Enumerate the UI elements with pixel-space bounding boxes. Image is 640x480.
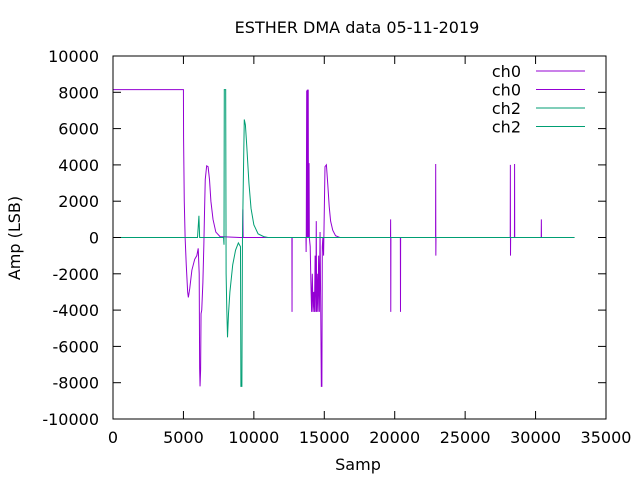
x-axis: 0 5000 10000 15000 20000 25000 30000 35000 [108,56,632,447]
y-tick-label: 8000 [58,83,99,102]
x-tick-label: 20000 [369,428,420,447]
y-axis: -10000 -8000 -6000 -4000 -2000 0 2000 4000 6000 8… [42,47,606,429]
chart-title: ESTHER DMA data 05-11-2019 [235,18,480,37]
y-tick-label: -10000 [42,410,99,429]
x-axis-label: Samp [335,455,381,474]
y-tick-label: -6000 [53,337,100,356]
legend-label: ch2 [492,118,521,137]
y-tick-label: 2000 [58,192,99,211]
x-tick-label: 30000 [510,428,561,447]
x-tick-label: 0 [108,428,118,447]
legend-label: ch0 [492,62,521,81]
y-tick-label: -2000 [53,265,100,284]
y-tick-label: 6000 [58,120,99,139]
x-tick-label: 10000 [228,428,279,447]
plot-series [113,89,575,387]
y-tick-label: 10000 [48,47,99,66]
legend-label: ch0 [492,81,521,100]
y-tick-label: 4000 [58,156,99,175]
y-tick-label: 0 [89,229,99,248]
y-tick-label: -8000 [53,374,100,393]
x-tick-label: 35000 [581,428,632,447]
x-tick-label: 5000 [163,428,204,447]
legend-label: ch2 [492,99,521,118]
x-tick-label: 15000 [299,428,350,447]
series-line-ch0-0 [113,89,575,387]
y-axis-label: Amp (LSB) [5,196,24,280]
x-tick-label: 25000 [440,428,491,447]
series-line-ch2-2 [113,89,575,387]
y-tick-label: -4000 [53,301,100,320]
